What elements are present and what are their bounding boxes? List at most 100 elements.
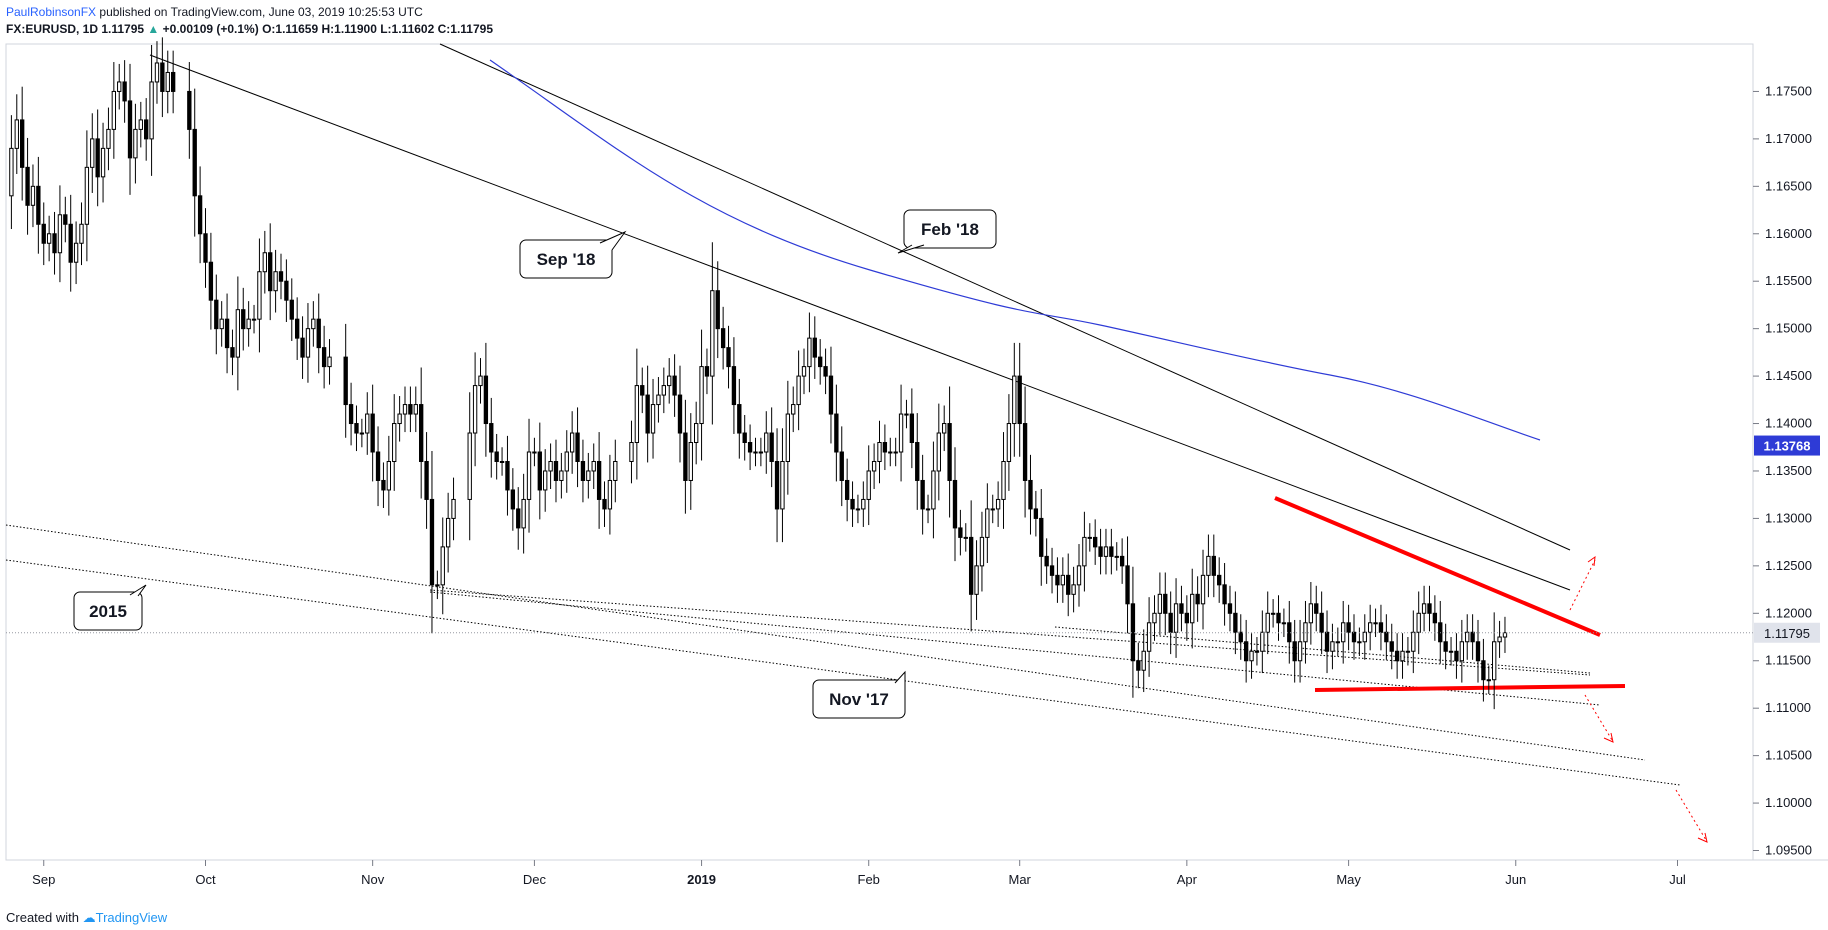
y-tick-label: 1.17000 — [1765, 131, 1812, 146]
candle-body — [871, 460, 877, 472]
candle-body — [402, 404, 408, 415]
candle-body — [559, 470, 564, 481]
candle-body — [424, 460, 429, 500]
callout-pointer — [894, 670, 906, 690]
candle-body — [1389, 641, 1394, 652]
candle-body — [1082, 536, 1087, 567]
trendline-nov-17 — [429, 589, 1591, 676]
candle-body — [704, 366, 710, 377]
candle-body — [440, 546, 445, 586]
y-tick-label: 1.17500 — [1765, 83, 1812, 98]
author-link[interactable]: PaulRobinsonFX — [6, 5, 97, 19]
x-tick-label: Oct — [195, 872, 216, 887]
candle-body — [1222, 584, 1227, 605]
candle-body — [79, 223, 84, 244]
candle-body — [516, 508, 521, 529]
candle-body — [57, 214, 63, 254]
candle-body — [1039, 517, 1044, 557]
candle-body — [1411, 631, 1416, 652]
callout-label: 2015 — [89, 602, 127, 621]
candle-body — [1227, 603, 1233, 614]
up-arrow-icon: ▲ — [147, 22, 160, 36]
tradingview-brand[interactable]: TradingView — [95, 910, 168, 925]
candle-body — [807, 337, 812, 368]
y-tick-label: 1.10500 — [1765, 748, 1812, 763]
candle-body — [1157, 593, 1163, 614]
breakdown-arrowhead-icon — [1603, 732, 1614, 743]
candle-body — [1421, 603, 1427, 614]
high-label: H: — [321, 22, 335, 36]
candle-body — [904, 413, 909, 416]
candle-body — [483, 375, 489, 425]
candle-body — [1163, 593, 1168, 614]
low-value: 1.11602 — [391, 22, 435, 36]
candle-body — [974, 565, 979, 595]
candle-body — [46, 233, 52, 244]
candle-body — [192, 128, 197, 197]
candle-body — [478, 375, 483, 387]
candle-body — [888, 451, 893, 454]
candle-body — [1195, 593, 1200, 605]
time-axis[interactable]: Sep Oct Nov Dec 2019 Feb Mar Apr May Jun Jul — [32, 860, 1686, 887]
candle-body — [316, 318, 321, 349]
candle-body — [1357, 641, 1362, 644]
candle-body — [715, 290, 720, 330]
trendline-sep-18 — [149, 54, 1571, 591]
candle-body — [1184, 612, 1190, 624]
breakdown-arrow — [1584, 694, 1613, 741]
candle-body — [602, 498, 607, 510]
last-price: 1.11795 — [101, 22, 145, 36]
callout-box — [812, 679, 906, 719]
candle-body — [133, 128, 138, 159]
candle-body — [160, 62, 165, 92]
candle-body — [246, 318, 251, 330]
callout-label: Feb '18 — [921, 220, 979, 239]
candle-body — [1233, 612, 1238, 633]
candle-body — [251, 318, 257, 321]
candle-body — [510, 489, 516, 510]
candle-body — [629, 442, 634, 462]
low-label: L: — [380, 22, 392, 36]
candle-body — [1502, 632, 1508, 638]
candle-body — [990, 508, 995, 511]
candle-body — [1249, 650, 1254, 662]
candle-body — [1243, 641, 1249, 662]
y-tick-label: 1.13500 — [1765, 463, 1812, 478]
candle-body — [1416, 612, 1421, 633]
candle-body — [742, 432, 747, 444]
candle-body — [877, 442, 882, 462]
candle-body — [532, 451, 537, 454]
candle-body — [1281, 622, 1287, 625]
symbol-label: FX:EURUSD, 1D — [6, 22, 99, 36]
candle-body — [861, 498, 866, 510]
candle-body — [575, 432, 580, 462]
candle-body — [995, 498, 1001, 510]
candle-body — [898, 413, 904, 453]
x-tick-label: Feb — [858, 872, 880, 887]
candle-body — [564, 451, 569, 472]
close-label: C: — [437, 22, 451, 36]
candle-body — [1384, 631, 1389, 643]
candle-body — [1103, 546, 1109, 557]
candle-body — [958, 527, 963, 538]
candle-body — [947, 423, 952, 481]
x-tick-label: Jul — [1669, 872, 1686, 887]
candle-body — [607, 479, 613, 510]
x-tick-label: Dec — [523, 872, 547, 887]
candle-body — [812, 337, 817, 358]
candle-body — [801, 366, 807, 377]
candle-body — [1378, 622, 1384, 633]
y-tick-label: 1.09500 — [1765, 843, 1812, 858]
candle-body — [122, 81, 127, 102]
candle-body — [445, 517, 451, 548]
candle-body — [968, 536, 974, 595]
candle-body — [694, 423, 699, 444]
candle-body — [915, 442, 920, 481]
candle-body — [882, 442, 888, 453]
candle-body — [1362, 631, 1367, 643]
candle-body — [68, 223, 73, 263]
extended-breakdown-arrowhead-icon — [1697, 832, 1708, 843]
price-axis[interactable]: 1.17500 1.17000 1.16500 1.16000 1.15500 1.150… — [1753, 83, 1812, 858]
candle-body — [850, 498, 855, 510]
